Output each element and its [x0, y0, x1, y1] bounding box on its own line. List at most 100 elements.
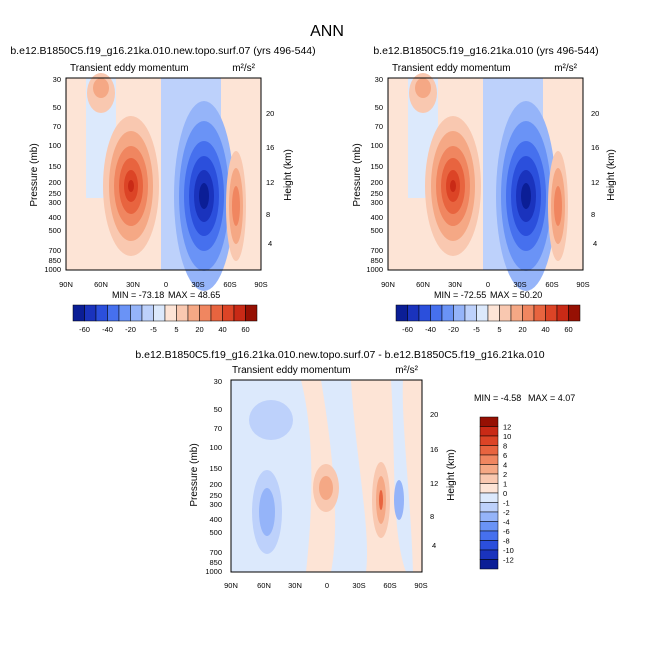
- colorbar-swatch: [176, 304, 189, 322]
- panel-left-subtitle: Transient eddy momentum: [70, 63, 189, 74]
- x-tick: 30N: [126, 280, 140, 289]
- colorbar-swatch: [430, 304, 443, 322]
- colorbar-label: -1: [503, 499, 510, 508]
- y-tick: 70: [375, 122, 383, 131]
- y-tick: 850: [370, 256, 383, 265]
- colorbar-label: -60: [402, 325, 413, 334]
- panel-right-title: b.e12.B1850C5.f19_g16.21ka.010 (yrs 496-…: [373, 45, 598, 57]
- colorbar-swatch: [556, 304, 569, 322]
- y-tick: 700: [209, 548, 222, 557]
- y-tick: 100: [209, 443, 222, 452]
- panel-diff-frame: [230, 379, 423, 573]
- panel-diff-pos-lobe-3: [379, 490, 383, 510]
- colorbar-swatch: [141, 304, 154, 322]
- x-tick: 30N: [448, 280, 462, 289]
- colorbar-swatch: [568, 304, 581, 322]
- panel-diff-ylabel: Pressure (mb): [189, 443, 200, 506]
- colorbar-swatch: [479, 445, 499, 456]
- panel-left-frame: [65, 77, 262, 271]
- panel-right-frame: [387, 77, 584, 271]
- y-tick: 700: [370, 246, 383, 255]
- colorbar-swatch: [510, 304, 523, 322]
- y-tick: 1000: [205, 567, 222, 576]
- colorbar-label: -40: [425, 325, 436, 334]
- y-tick: 150: [209, 464, 222, 473]
- panel-right-max: MAX = 50.20: [490, 290, 542, 300]
- colorbar-label: 12: [503, 423, 511, 432]
- colorbar-label: 2: [503, 470, 507, 479]
- y-tick: 1000: [44, 265, 61, 274]
- colorbar-swatch: [187, 304, 200, 322]
- colorbar-label: -5: [473, 325, 480, 334]
- colorbar-swatch: [479, 492, 499, 503]
- y-tick: 850: [209, 558, 222, 567]
- y-right-tick: 8: [266, 210, 270, 219]
- colorbar-label: 1: [503, 480, 507, 489]
- colorbar-label: -2: [503, 508, 510, 517]
- y-right-tick: 12: [266, 178, 274, 187]
- panel-left-title: b.e12.B1850C5.f19_g16.21ka.010.new.topo.…: [10, 45, 315, 57]
- panel-right-pos-lobe-north-core: [415, 78, 431, 98]
- panel-right-units: m²/s²: [554, 63, 577, 74]
- x-tick: 30S: [191, 280, 204, 289]
- colorbar-swatch: [522, 304, 535, 322]
- panel-left-units: m²/s²: [232, 63, 255, 74]
- x-tick: 30S: [513, 280, 526, 289]
- y-tick: 30: [375, 75, 383, 84]
- y-tick: 500: [209, 528, 222, 537]
- colorbar-label: -5: [150, 325, 157, 334]
- y-right-tick: 20: [266, 109, 274, 118]
- x-tick: 60S: [223, 280, 236, 289]
- y-tick: 700: [48, 246, 61, 255]
- colorbar-swatch: [479, 549, 499, 560]
- y-tick: 70: [214, 424, 222, 433]
- colorbar-swatch: [453, 304, 466, 322]
- colorbar-swatch: [487, 304, 500, 322]
- colorbar-swatch: [199, 304, 212, 322]
- y-tick: 300: [48, 198, 61, 207]
- y-tick: 500: [48, 226, 61, 235]
- colorbar-swatch: [441, 304, 454, 322]
- colorbar-swatch: [479, 530, 499, 541]
- y-tick: 300: [370, 198, 383, 207]
- colorbar-swatch: [72, 304, 85, 322]
- y-right-tick: 4: [432, 541, 436, 550]
- y-right-tick: 8: [430, 512, 434, 521]
- y-right-tick: 16: [266, 143, 274, 152]
- panel-diff-neg-upper: [249, 400, 293, 440]
- panel-diff-ylabel-right: Height (km): [446, 449, 457, 501]
- panel-diff-y-ticks: 30 50 70 100 150 200 250 300 400 500 700…: [205, 377, 222, 576]
- colorbar-label: -20: [448, 325, 459, 334]
- panel-right-y-right-ticks: 20 16 12 8 4: [591, 109, 599, 248]
- y-tick: 200: [209, 480, 222, 489]
- y-tick: 50: [53, 103, 61, 112]
- colorbar-swatch: [479, 416, 499, 427]
- y-tick: 200: [48, 178, 61, 187]
- panel-right-ylabel: Pressure (mb): [352, 143, 363, 206]
- panel-diff-plot: [230, 379, 423, 573]
- colorbar-swatch: [499, 304, 512, 322]
- x-tick: 60S: [545, 280, 558, 289]
- y-right-tick: 4: [593, 239, 597, 248]
- panel-left-ylabel-right: Height (km): [283, 149, 294, 201]
- y-tick: 50: [214, 405, 222, 414]
- y-tick: 70: [53, 122, 61, 131]
- colorbar-label: -10: [503, 546, 514, 555]
- y-right-tick: 12: [591, 178, 599, 187]
- page-title: ANN: [310, 23, 344, 40]
- panel-left-max: MAX = 48.65: [168, 290, 220, 300]
- panel-left-x-ticks: 90N 60N 30N 0 30S 60S 90S: [59, 280, 268, 289]
- x-tick: 90N: [381, 280, 395, 289]
- y-tick: 150: [370, 162, 383, 171]
- colorbar-label: 5: [174, 325, 178, 334]
- y-tick: 300: [209, 500, 222, 509]
- y-tick: 250: [48, 189, 61, 198]
- panel-left-plot: [65, 73, 262, 291]
- colorbar-swatch: [245, 304, 258, 322]
- y-right-tick: 12: [430, 479, 438, 488]
- colorbar-label: 8: [503, 442, 507, 451]
- panel-diff-pos-region-pole: [402, 380, 422, 572]
- x-tick: 0: [164, 280, 168, 289]
